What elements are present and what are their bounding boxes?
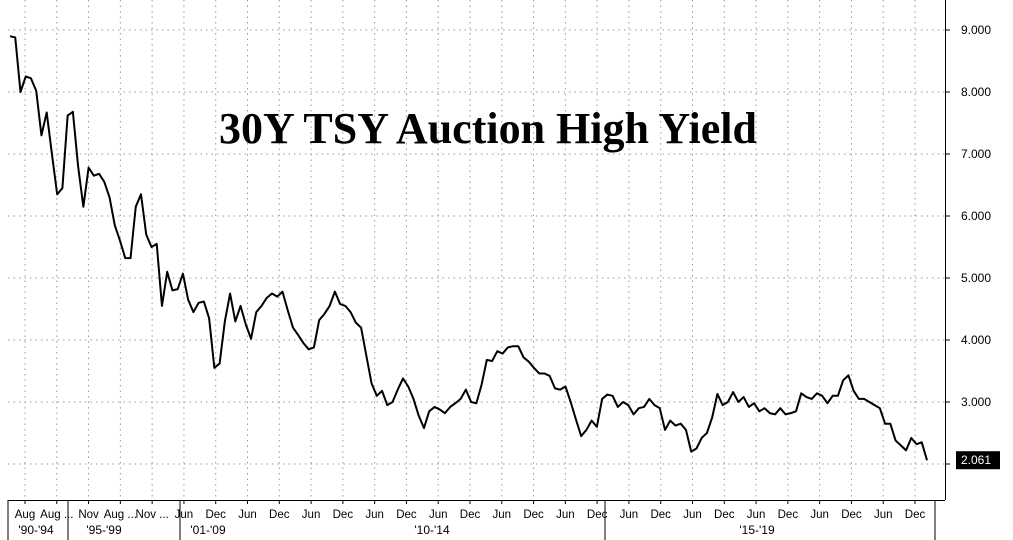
x-tick-label: Dec bbox=[205, 509, 226, 521]
x-tick-label: Jun bbox=[365, 509, 384, 521]
yield-series-line bbox=[9, 35, 928, 461]
chart-title: 30Y TSY Auction High Yield bbox=[219, 104, 757, 153]
x-tick-label: Jun bbox=[810, 509, 829, 521]
y-tick-label: 4.000 bbox=[961, 333, 991, 347]
x-axis-groups: '90-'94 '95-'99 '01-'09 '10-'14 '15-'19 bbox=[7, 500, 936, 540]
x-group-label: '90-'94 bbox=[18, 523, 54, 537]
x-tick-label: Dec bbox=[587, 509, 608, 521]
x-tick-label: Dec bbox=[523, 509, 544, 521]
x-tick-label: Aug bbox=[15, 509, 35, 521]
x-tick-label: Jun bbox=[620, 509, 639, 521]
x-tick-label: Jun bbox=[874, 509, 893, 521]
x-tick-label: Jun bbox=[493, 509, 512, 521]
x-axis-ticks: Aug Aug ... Nov Aug ...Nov ... Jun Dec Jun Dec J… bbox=[15, 500, 926, 521]
x-tick-label: Aug ... bbox=[104, 509, 137, 521]
x-group-label: '15-'19 bbox=[739, 523, 775, 537]
last-value-marker: 2.061 bbox=[956, 451, 1000, 470]
x-tick-label: Dec bbox=[396, 509, 417, 521]
last-value-label: 2.061 bbox=[961, 453, 991, 467]
x-tick-label: Jun bbox=[683, 509, 702, 521]
x-tick-label: Jun bbox=[238, 509, 257, 521]
x-group-label: '01-'09 bbox=[190, 523, 226, 537]
x-tick-label: Nov bbox=[78, 509, 99, 521]
x-tick-label: Aug ... bbox=[40, 509, 73, 521]
y-tick-label: 5.000 bbox=[961, 271, 991, 285]
grid bbox=[8, 0, 945, 500]
x-tick-label: Jun bbox=[175, 509, 194, 521]
y-tick-label: 7.000 bbox=[961, 147, 991, 161]
last-value-box bbox=[956, 451, 1000, 470]
x-tick-label: Jun bbox=[429, 509, 448, 521]
x-tick-label: Nov ... bbox=[136, 509, 169, 521]
y-tick-label: 3.000 bbox=[961, 395, 991, 409]
x-tick-label: Dec bbox=[333, 509, 354, 521]
x-tick-label: Jun bbox=[302, 509, 321, 521]
x-group-label: '10-'14 bbox=[414, 523, 450, 537]
y-tick-label: 9.000 bbox=[961, 23, 991, 37]
y-tick-label: 8.000 bbox=[961, 85, 991, 99]
x-tick-label: Dec bbox=[650, 509, 671, 521]
x-tick-label: Jun bbox=[747, 509, 766, 521]
x-tick-label: Dec bbox=[714, 509, 735, 521]
x-tick-label: Dec bbox=[841, 509, 862, 521]
x-tick-label: Dec bbox=[905, 509, 926, 521]
y-tick-label: 6.000 bbox=[961, 209, 991, 223]
x-tick-label: Dec bbox=[778, 509, 799, 521]
x-tick-label: Jun bbox=[556, 509, 575, 521]
x-tick-label: Dec bbox=[269, 509, 290, 521]
x-tick-label: Dec bbox=[460, 509, 481, 521]
x-group-label: '95-'99 bbox=[86, 523, 122, 537]
